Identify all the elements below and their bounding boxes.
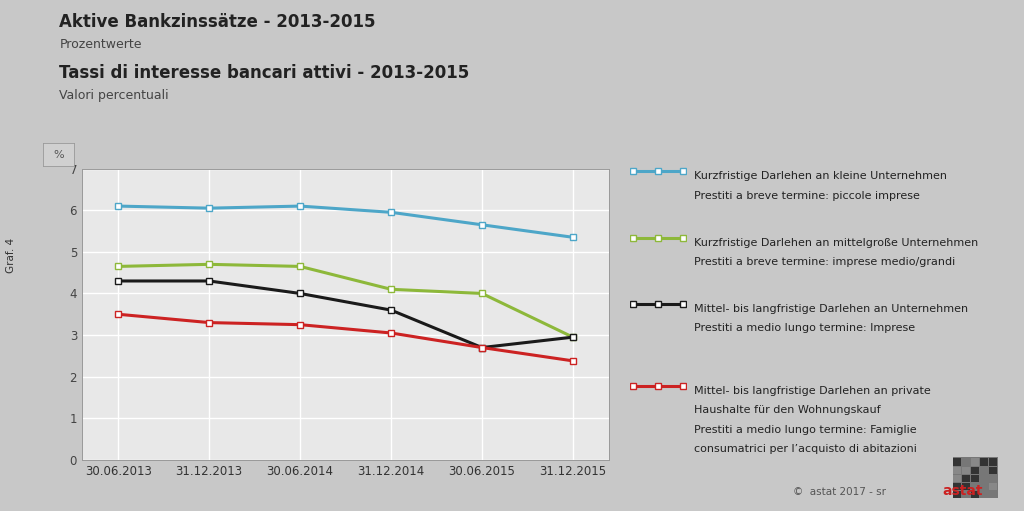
Bar [971,491,979,498]
Bar [953,483,961,490]
Text: Prestiti a breve termine: imprese medio/grandi: Prestiti a breve termine: imprese medio/… [694,257,955,267]
Bar [989,467,996,474]
Bar [971,458,979,466]
Bar [989,483,996,490]
Bar [962,483,970,490]
Text: Mittel- bis langfristige Darlehen an Unternehmen: Mittel- bis langfristige Darlehen an Unt… [694,304,969,314]
Text: Haushalte für den Wohnungskauf: Haushalte für den Wohnungskauf [694,405,881,415]
Bar [953,457,998,498]
Bar [962,467,970,474]
Bar [953,475,961,482]
Text: Kurzfristige Darlehen an mittelgroße Unternehmen: Kurzfristige Darlehen an mittelgroße Unt… [694,238,979,248]
Bar [953,458,961,466]
Bar [971,475,979,482]
Text: Graf. 4: Graf. 4 [6,238,16,273]
Text: Tassi di interesse bancari attivi - 2013-2015: Tassi di interesse bancari attivi - 2013… [59,64,470,82]
Text: Prestiti a medio lungo termine: Famiglie: Prestiti a medio lungo termine: Famiglie [694,425,916,435]
Text: Valori percentuali: Valori percentuali [59,89,169,102]
Text: astat: astat [942,484,983,498]
Text: Prozentwerte: Prozentwerte [59,38,142,51]
Text: Mittel- bis langfristige Darlehen an private: Mittel- bis langfristige Darlehen an pri… [694,386,931,396]
Text: Prestiti a breve termine: piccole imprese: Prestiti a breve termine: piccole impres… [694,191,921,201]
Bar [989,458,996,466]
Text: ©  astat 2017 - sr: © astat 2017 - sr [793,486,886,497]
Bar [962,475,970,482]
Text: %: % [53,150,63,159]
Text: Prestiti a medio lungo termine: Imprese: Prestiti a medio lungo termine: Imprese [694,323,915,334]
Bar [953,491,961,498]
Bar [980,458,988,466]
Text: Aktive Bankzinssätze - 2013-2015: Aktive Bankzinssätze - 2013-2015 [59,13,376,31]
Bar [971,467,979,474]
Text: Kurzfristige Darlehen an kleine Unternehmen: Kurzfristige Darlehen an kleine Unterneh… [694,171,947,181]
Bar [953,467,961,474]
Text: consumatrici per l’acquisto di abitazioni: consumatrici per l’acquisto di abitazion… [694,444,918,454]
